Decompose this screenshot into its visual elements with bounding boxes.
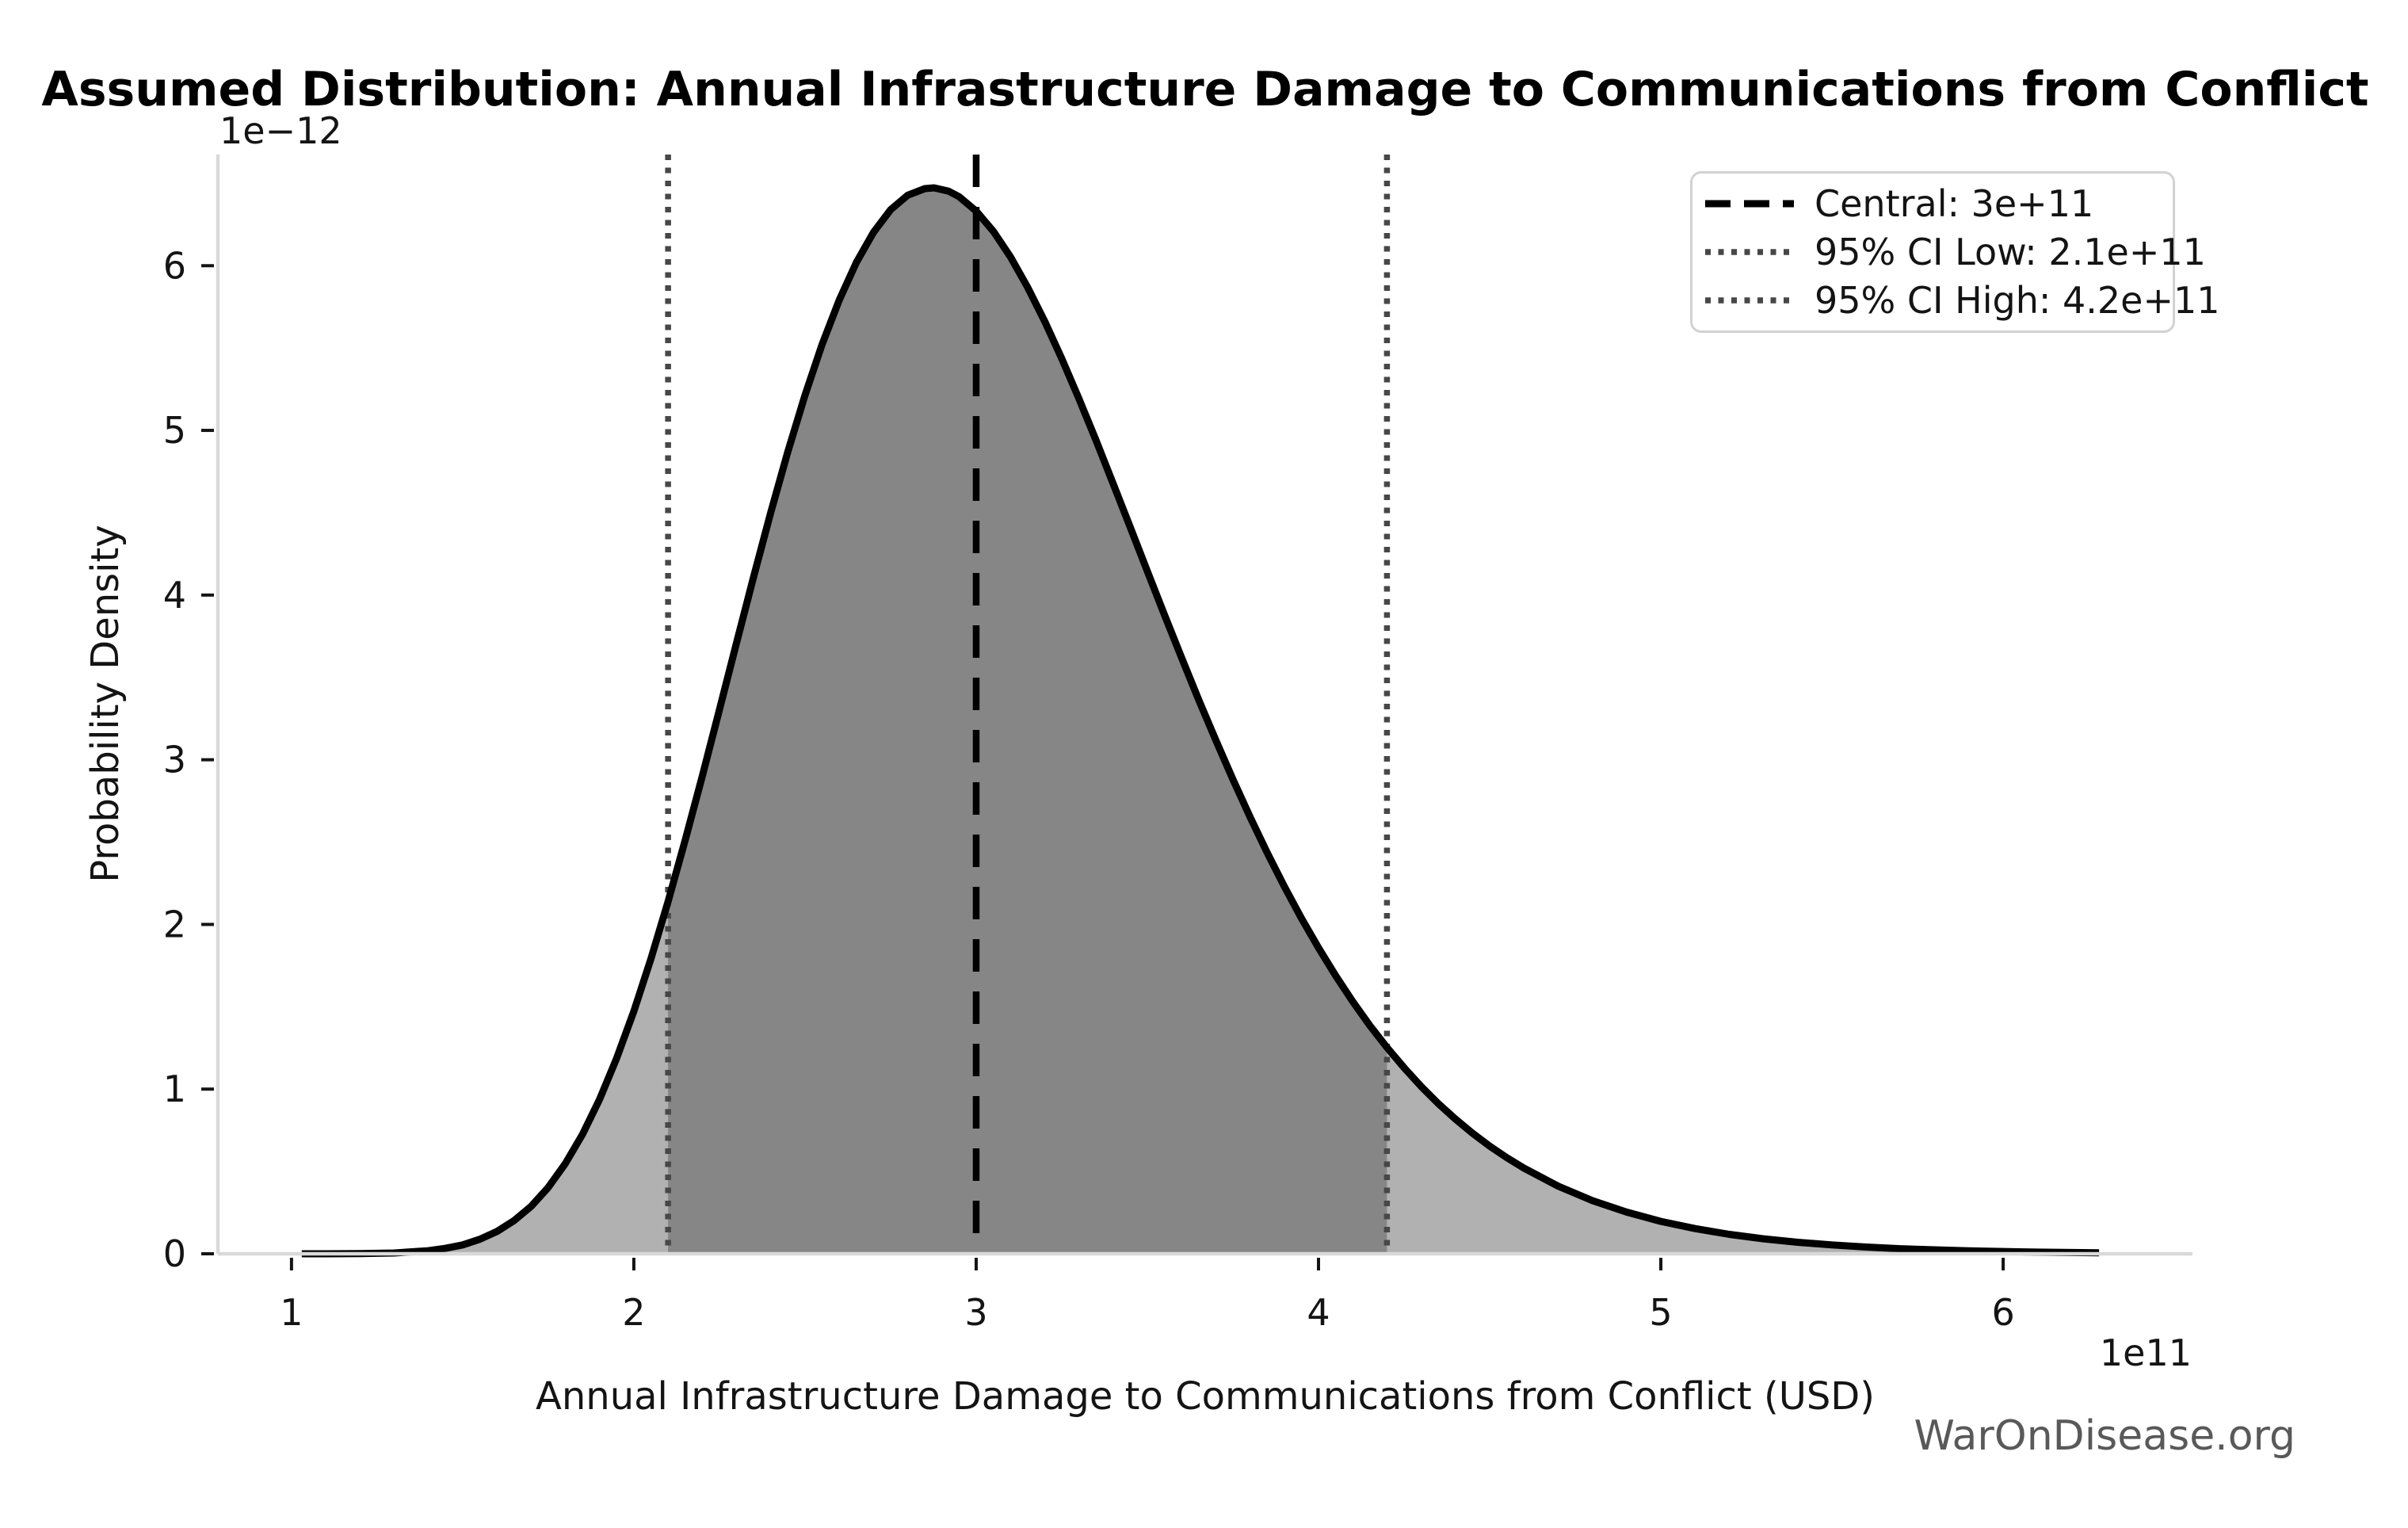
legend-label-central: Central: 3e+11 (1815, 182, 2094, 225)
dotted-line-sample (1705, 249, 1794, 255)
x-tick-label: 2 (622, 1291, 645, 1334)
y-tick-label: 5 (163, 409, 186, 452)
y-axis-offset-label: 1e−12 (219, 109, 342, 152)
x-tick-label: 3 (964, 1291, 987, 1334)
reference-lines (665, 155, 1391, 1254)
legend-box: Central: 3e+11 95% CI Low: 2.1e+11 95% C… (1690, 171, 2220, 333)
legend-item-ci-low: 95% CI Low: 2.1e+11 (1705, 229, 2206, 275)
x-axis-title: Annual Infrastructure Damage to Communic… (536, 1374, 1875, 1419)
dashed-line-sample (1705, 200, 1794, 208)
density-fills (301, 188, 2100, 1254)
chart-title: Assumed Distribution: Annual Infrastruct… (41, 62, 2369, 117)
density-curve (301, 184, 2100, 1258)
legend-label-ci-low: 95% CI Low: 2.1e+11 (1815, 231, 2206, 273)
watermark-text: WarOnDisease.org (1914, 1412, 2295, 1460)
x-tick-label: 1 (280, 1291, 303, 1334)
y-axis-title: Probability Density (83, 525, 128, 883)
x-tick-label: 6 (1991, 1291, 2014, 1334)
axes: 1 2 3 4 5 6 0 1 2 3 4 5 6 (163, 155, 2192, 1334)
y-tick-label: 4 (163, 574, 186, 617)
legend-item-ci-high: 95% CI High: 4.2e+11 (1705, 277, 2220, 323)
x-tick-label: 5 (1649, 1291, 1672, 1334)
dotted-line-sample (1705, 297, 1794, 304)
x-tick-label: 4 (1307, 1291, 1330, 1334)
y-tick-label: 1 (163, 1068, 186, 1110)
density-curve-path (301, 184, 2100, 1258)
y-tick-label: 3 (163, 739, 186, 781)
ci-region-fill (668, 188, 1387, 1254)
x-axis-offset-label: 1e11 (2099, 1331, 2192, 1374)
legend-label-ci-high: 95% CI High: 4.2e+11 (1815, 279, 2220, 322)
y-tick-label: 0 (163, 1232, 186, 1275)
y-tick-label: 2 (163, 903, 186, 945)
legend-item-central: Central: 3e+11 (1705, 181, 2162, 227)
y-tick-label: 6 (163, 244, 186, 287)
